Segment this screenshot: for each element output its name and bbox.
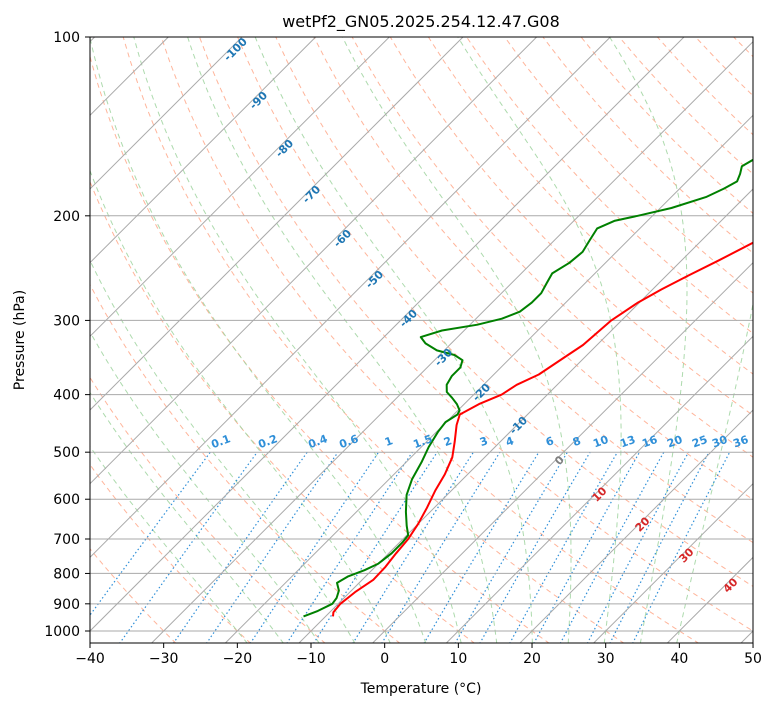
dry-adiabat: [90, 548, 177, 643]
mixing-ratio-label: 36: [731, 433, 750, 451]
mixing-ratio-line: [313, 451, 438, 643]
isotherm: [90, 37, 243, 190]
dry-adiabat: [90, 463, 251, 643]
mixing-ratio-label: 10: [591, 433, 610, 451]
y-tick-label: 700: [53, 532, 80, 548]
dry-adiabat: [427, 37, 753, 375]
mixing-ratio-label: 6: [544, 434, 556, 449]
y-tick-label: 500: [53, 445, 80, 461]
moist-adiabat: [90, 259, 356, 643]
moist-adiabat: [341, 37, 572, 643]
y-tick-label: 400: [53, 388, 80, 404]
mixing-ratio-line: [206, 451, 339, 643]
mixing-ratio-label: 1.5: [411, 432, 434, 451]
mixing-ratio-line: [119, 451, 258, 643]
moist-adiabat: [90, 330, 320, 643]
dry-adiabat: [237, 37, 753, 587]
y-axis-label: Pressure (hPa): [12, 290, 28, 390]
dry-adiabat: [90, 376, 326, 643]
moist-adiabat: [457, 37, 622, 643]
moist-adiabat: [90, 391, 284, 643]
mixing-ratio-line: [90, 451, 211, 617]
mixing-ratio-label: 16: [640, 433, 659, 451]
mixing-ratio-label: 0.2: [256, 432, 279, 451]
dewpoint-profile: [303, 158, 753, 618]
mixing-ratio-label: 0.6: [337, 432, 360, 451]
x-tick-label: 0: [380, 651, 389, 667]
mixing-ratio-line: [352, 451, 474, 643]
isotherm: [90, 37, 538, 485]
mixing-ratio-label: 3: [478, 434, 490, 449]
mixing-ratio-line: [249, 451, 380, 643]
grid-layer: [90, 37, 753, 643]
mixing-ratio-line: [286, 451, 413, 643]
mixing-ratio-label: 4: [504, 434, 516, 449]
isotherm: [445, 335, 753, 643]
isotherm: [224, 114, 753, 643]
mixing-ratio-line: [586, 451, 690, 643]
y-tick-label: 300: [53, 313, 80, 329]
dry-adiabat: [160, 37, 700, 643]
x-tick-label: −30: [149, 651, 179, 667]
mixing-ratio-label: 0.1: [209, 432, 232, 451]
mixing-ratio-line: [533, 451, 641, 643]
x-tick-label: 40: [670, 651, 688, 667]
chart-title: wetPf2_GN05.2025.254.12.47.G08: [282, 12, 560, 32]
temperature-profile: [332, 241, 753, 617]
mixing-ratio-line: [172, 451, 308, 643]
y-tick-label: 200: [53, 209, 80, 225]
dry-adiabat: [90, 54, 550, 643]
y-tick-label: 1000: [44, 624, 80, 640]
isotherm: [90, 37, 611, 559]
moist-adiabat: [609, 37, 688, 643]
x-tick-label: 10: [449, 651, 467, 667]
mixing-ratio-label: 8: [571, 434, 583, 449]
dry-adiabat: [199, 37, 753, 632]
isotherm: [90, 37, 317, 264]
isotherm: [519, 409, 753, 643]
isotherm: [90, 37, 464, 411]
mixing-ratio-label: 13: [618, 433, 637, 450]
y-tick-label: 100: [53, 30, 80, 46]
y-tick-label: 800: [53, 566, 80, 582]
y-tick-label: 600: [53, 492, 80, 508]
x-tick-label: 20: [523, 651, 541, 667]
x-tick-label: 30: [597, 651, 615, 667]
x-tick-label: −40: [75, 651, 105, 667]
mixing-ratio-label: 30: [710, 433, 729, 451]
x-tick-label: −10: [296, 651, 326, 667]
moist-adiabat: [133, 37, 462, 643]
mixing-ratio-line: [509, 451, 618, 643]
isotherm: [90, 37, 685, 632]
mixing-ratio-label: 20: [665, 433, 684, 451]
dry-adiabat: [504, 37, 753, 294]
isotherm: [298, 188, 753, 643]
tick-layer: −40 −30 −20 −10 0 10 20 30 40 5010020030040050060…: [44, 30, 762, 667]
moist-adiabat: [90, 37, 427, 643]
mixing-ratio-label: 1: [383, 434, 395, 449]
x-axis-label: Temperature (°C): [360, 681, 482, 697]
moist-adiabat: [676, 301, 753, 643]
mixing-ratio-line: [559, 451, 665, 643]
mixing-ratio-label: 25: [690, 433, 709, 450]
mixing-ratio-line: [423, 451, 540, 643]
isotherm: [150, 40, 753, 643]
moist-adiabat: [90, 169, 391, 643]
plot-frame: [89, 36, 754, 644]
x-tick-label: −20: [223, 651, 253, 667]
x-tick-label: 50: [744, 651, 762, 667]
mixing-ratio-label: 0.4: [306, 432, 329, 451]
dry-adiabat: [122, 37, 625, 643]
y-tick-label: 900: [53, 597, 80, 613]
isotherm: [90, 37, 390, 338]
isotherm: [371, 261, 753, 643]
moist-adiabat: [187, 37, 498, 643]
dry-adiabat: [90, 180, 476, 643]
mixing-ratio-label: 2: [442, 434, 454, 449]
isotherm: [592, 482, 753, 643]
dry-adiabat: [389, 37, 753, 416]
